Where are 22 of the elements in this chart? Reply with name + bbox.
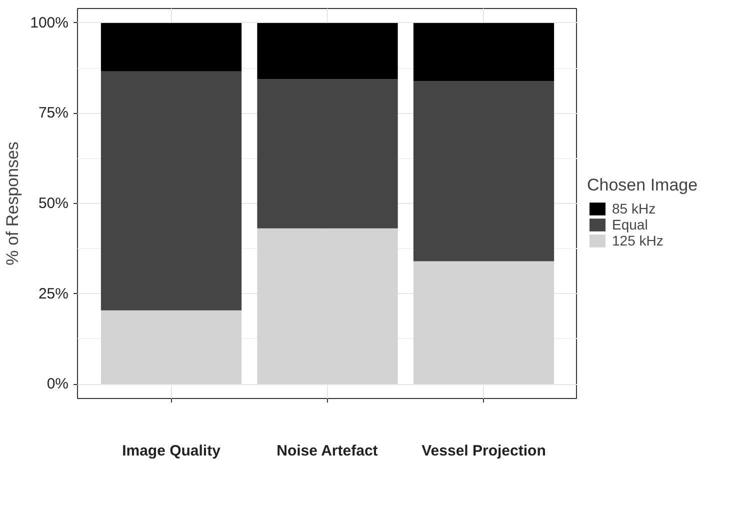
y-tick-label: 100%: [30, 14, 69, 32]
y-axis-title: % of Responses: [3, 142, 22, 266]
y-tick-label: 25%: [38, 285, 69, 302]
x-tick-label: Image Quality: [122, 442, 222, 460]
y-tick-label: 75%: [38, 104, 69, 122]
bar: [413, 261, 554, 384]
bar: [257, 79, 398, 228]
x-tick-label: Vessel Projection: [422, 442, 546, 460]
y-tick-label: 50%: [38, 195, 69, 212]
bar: [413, 22, 554, 82]
legend-label: 85 kHz: [612, 200, 656, 216]
y-tick-label: 0%: [46, 376, 69, 393]
bar: [413, 81, 554, 262]
bar: [100, 71, 242, 310]
bar: [257, 228, 398, 384]
x-tick-label: Noise Artefact: [276, 442, 378, 460]
legend-label: 125 kHz: [612, 232, 664, 248]
bar: [257, 22, 398, 80]
legend-label: Equal: [612, 216, 648, 232]
bar: [100, 310, 242, 384]
bar: [100, 22, 242, 72]
legend-title: Chosen Image: [587, 176, 698, 196]
